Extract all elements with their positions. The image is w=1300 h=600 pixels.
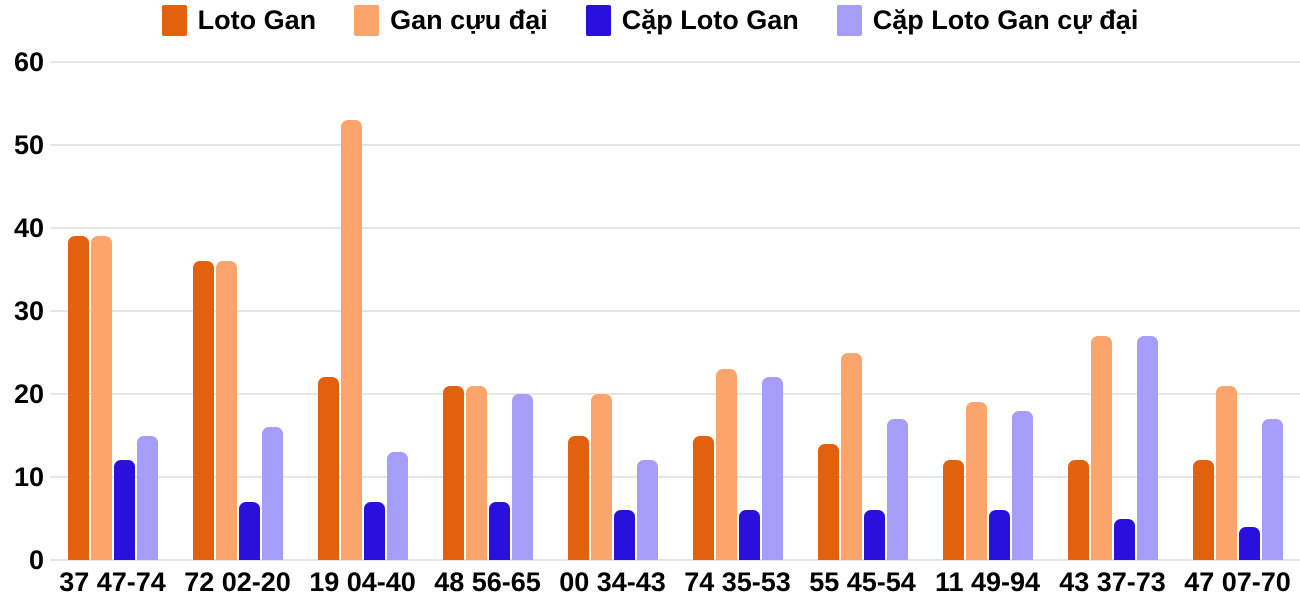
bar-cap-loto-gan[interactable]	[363, 501, 385, 560]
legend-swatch-icon	[836, 5, 862, 36]
legend-item-loto-gan[interactable]: Loto Gan	[161, 5, 317, 36]
bar-group-37-47-74	[50, 62, 175, 560]
bar-loto-gan[interactable]	[317, 377, 339, 560]
legend-label: Loto Gan	[197, 5, 317, 35]
bar-group-55-45-54	[800, 62, 925, 560]
x-axis-category-label: 74 35-53	[684, 567, 791, 597]
gridline-50	[50, 144, 1300, 146]
bar-gan-cuu-dai[interactable]	[90, 236, 112, 560]
bar-cap-loto-gan-cu-dai[interactable]	[261, 427, 283, 560]
legend-item-gan-cuu-dai[interactable]: Gan cựu đại	[354, 5, 548, 36]
bar-cap-loto-gan-cu-dai[interactable]	[386, 452, 408, 560]
x-axis-category-label: 47 07-70	[1184, 567, 1291, 597]
x-axis: 37 47-74 72 02-20 19 04-40 48 56-65 00 34-43…	[50, 567, 1300, 598]
x-axis-category-label: 55 45-54	[809, 567, 916, 597]
bar-cap-loto-gan-cu-dai[interactable]	[636, 460, 658, 560]
x-axis-category-label: 37 47-74	[59, 567, 166, 597]
x-axis-category-label: 48 56-65	[434, 567, 541, 597]
bar-gan-cuu-dai[interactable]	[715, 369, 737, 560]
bar-cap-loto-gan[interactable]	[238, 501, 260, 560]
gridline-60	[50, 61, 1300, 63]
bar-loto-gan[interactable]	[1067, 460, 1089, 560]
bar-gan-cuu-dai[interactable]	[340, 120, 362, 560]
bar-loto-gan[interactable]	[192, 261, 214, 560]
gridline-20	[50, 393, 1300, 395]
bar-cap-loto-gan-cu-dai[interactable]	[1011, 410, 1033, 560]
chart-legend: Loto Gan Gan cựu đại Cặp Loto Gan Cặp Loto …	[0, 5, 1300, 36]
bar-loto-gan[interactable]	[692, 435, 714, 560]
plot-area	[50, 62, 1300, 560]
gridline-0	[50, 559, 1300, 561]
y-axis-tick-label: 0	[28, 545, 44, 575]
x-axis-category-label: 19 04-40	[309, 567, 416, 597]
bar-cap-loto-gan[interactable]	[1113, 518, 1135, 560]
bar-cap-loto-gan-cu-dai[interactable]	[1261, 418, 1283, 560]
bar-group-48-56-65	[425, 62, 550, 560]
bar-group-74-35-53	[675, 62, 800, 560]
y-axis-tick-label: 20	[13, 379, 44, 409]
bar-cap-loto-gan-cu-dai[interactable]	[511, 394, 533, 560]
bar-gan-cuu-dai[interactable]	[965, 402, 987, 560]
bar-gan-cuu-dai[interactable]	[465, 385, 487, 560]
x-axis-category-label: 72 02-20	[184, 567, 291, 597]
bar-cap-loto-gan-cu-dai[interactable]	[761, 377, 783, 560]
bar-gan-cuu-dai[interactable]	[215, 261, 237, 560]
bar-group-72-02-20	[175, 62, 300, 560]
y-axis-tick-label: 30	[13, 296, 44, 326]
bar-loto-gan[interactable]	[1192, 460, 1214, 560]
legend-label: Cặp Loto Gan	[621, 5, 799, 35]
legend-label: Cặp Loto Gan cự đại	[872, 5, 1139, 35]
bar-gan-cuu-dai[interactable]	[1090, 335, 1112, 560]
gridline-40	[50, 227, 1300, 229]
y-axis-tick-label: 60	[13, 47, 44, 77]
bar-cap-loto-gan[interactable]	[613, 510, 635, 560]
bar-group-00-34-43	[550, 62, 675, 560]
bar-cap-loto-gan[interactable]	[738, 510, 760, 560]
y-axis-tick-label: 50	[13, 130, 44, 160]
x-axis-category-label: 43 37-73	[1059, 567, 1166, 597]
legend-label: Gan cựu đại	[390, 5, 548, 35]
bar-cap-loto-gan-cu-dai[interactable]	[1136, 335, 1158, 560]
y-axis-tick-label: 10	[13, 462, 44, 492]
gridline-30	[50, 310, 1300, 312]
legend-item-cap-loto-gan[interactable]: Cặp Loto Gan	[585, 5, 799, 36]
bar-cap-loto-gan-cu-dai[interactable]	[136, 435, 158, 560]
legend-item-cap-loto-gan-cu-dai[interactable]: Cặp Loto Gan cự đại	[836, 5, 1139, 36]
bar-group-43-37-73	[1050, 62, 1175, 560]
y-axis-tick-label: 40	[13, 213, 44, 243]
bar-gan-cuu-dai[interactable]	[1215, 385, 1237, 560]
bar-cap-loto-gan[interactable]	[988, 510, 1010, 560]
bar-loto-gan[interactable]	[567, 435, 589, 560]
bar-loto-gan[interactable]	[942, 460, 964, 560]
bar-loto-gan[interactable]	[442, 385, 464, 560]
bar-loto-gan[interactable]	[817, 443, 839, 560]
x-axis-category-label: 11 49-94	[934, 567, 1041, 597]
bar-cap-loto-gan[interactable]	[863, 510, 885, 560]
legend-swatch-icon	[161, 5, 187, 36]
bar-cap-loto-gan[interactable]	[113, 460, 135, 560]
legend-swatch-icon	[354, 5, 380, 36]
bar-gan-cuu-dai[interactable]	[840, 352, 862, 560]
gridline-10	[50, 476, 1300, 478]
bar-cap-loto-gan[interactable]	[488, 501, 510, 560]
bar-loto-gan[interactable]	[67, 236, 89, 560]
legend-swatch-icon	[585, 5, 611, 36]
bar-group-11-49-94	[925, 62, 1050, 560]
bar-group-47-07-70	[1175, 62, 1300, 560]
x-axis-category-label: 00 34-43	[559, 567, 666, 597]
bar-cap-loto-gan-cu-dai[interactable]	[886, 418, 908, 560]
bar-cap-loto-gan[interactable]	[1238, 526, 1260, 560]
bar-gan-cuu-dai[interactable]	[590, 394, 612, 560]
bar-group-19-04-40	[300, 62, 425, 560]
